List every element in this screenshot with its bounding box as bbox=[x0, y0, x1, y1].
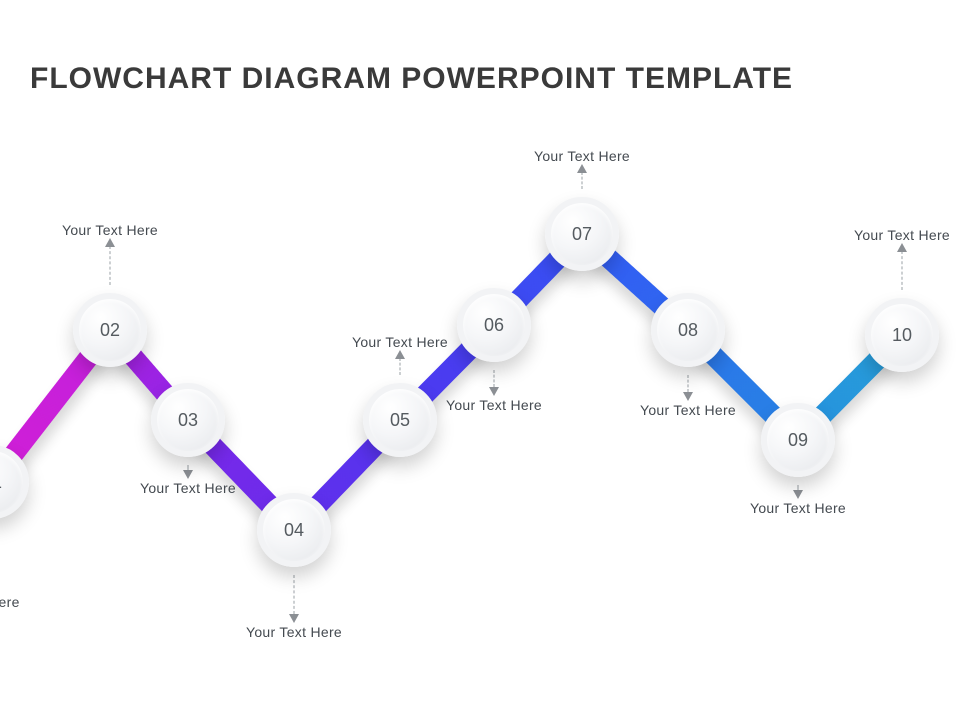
node-number: 09 bbox=[788, 430, 808, 451]
node-number: 07 bbox=[572, 224, 592, 245]
arrow-line bbox=[400, 358, 401, 375]
arrow-line bbox=[494, 370, 495, 387]
node-number: 10 bbox=[892, 325, 912, 346]
node-label-06: Your Text Here bbox=[446, 397, 542, 413]
flow-node-08: 08 bbox=[651, 293, 725, 367]
node-number: 05 bbox=[390, 410, 410, 431]
arrow-head-icon bbox=[683, 392, 693, 401]
arrow-head-icon bbox=[183, 470, 193, 479]
node-number: 08 bbox=[678, 320, 698, 341]
arrow-head-icon bbox=[395, 350, 405, 359]
node-label-07: Your Text Here bbox=[534, 148, 630, 164]
node-number: 03 bbox=[178, 410, 198, 431]
node-label-04: Your Text Here bbox=[246, 624, 342, 640]
flow-node-07: 07 bbox=[545, 197, 619, 271]
node-label-03: Your Text Here bbox=[140, 480, 236, 496]
arrow-head-icon bbox=[897, 243, 907, 252]
node-label-09: Your Text Here bbox=[750, 500, 846, 516]
flowchart-canvas: 01 ext Here 02 Your Text Here 03 Your Text He… bbox=[0, 0, 960, 720]
node-label-01: ext Here bbox=[0, 594, 20, 610]
arrow-head-icon bbox=[105, 238, 115, 247]
node-label-08: Your Text Here bbox=[640, 402, 736, 418]
node-label-10: Your Text Here bbox=[854, 227, 950, 243]
arrow-line bbox=[902, 251, 903, 290]
flow-node-03: 03 bbox=[151, 383, 225, 457]
arrow-head-icon bbox=[577, 164, 587, 173]
arrow-line bbox=[688, 375, 689, 392]
arrow-line bbox=[110, 246, 111, 285]
arrow-head-icon bbox=[489, 387, 499, 396]
flow-node-06: 06 bbox=[457, 288, 531, 362]
node-number: 06 bbox=[484, 315, 504, 336]
arrow-line bbox=[294, 575, 295, 614]
arrow-line bbox=[582, 172, 583, 189]
arrow-head-icon bbox=[289, 614, 299, 623]
flow-node-04: 04 bbox=[257, 493, 331, 567]
flow-node-02: 02 bbox=[73, 293, 147, 367]
flow-node-05: 05 bbox=[363, 383, 437, 457]
node-label-02: Your Text Here bbox=[62, 222, 158, 238]
node-number: 01 bbox=[0, 472, 2, 493]
flow-node-09: 09 bbox=[761, 403, 835, 477]
node-label-05: Your Text Here bbox=[352, 334, 448, 350]
arrow-head-icon bbox=[793, 490, 803, 499]
flow-node-10: 10 bbox=[865, 298, 939, 372]
node-number: 02 bbox=[100, 320, 120, 341]
node-number: 04 bbox=[284, 520, 304, 541]
